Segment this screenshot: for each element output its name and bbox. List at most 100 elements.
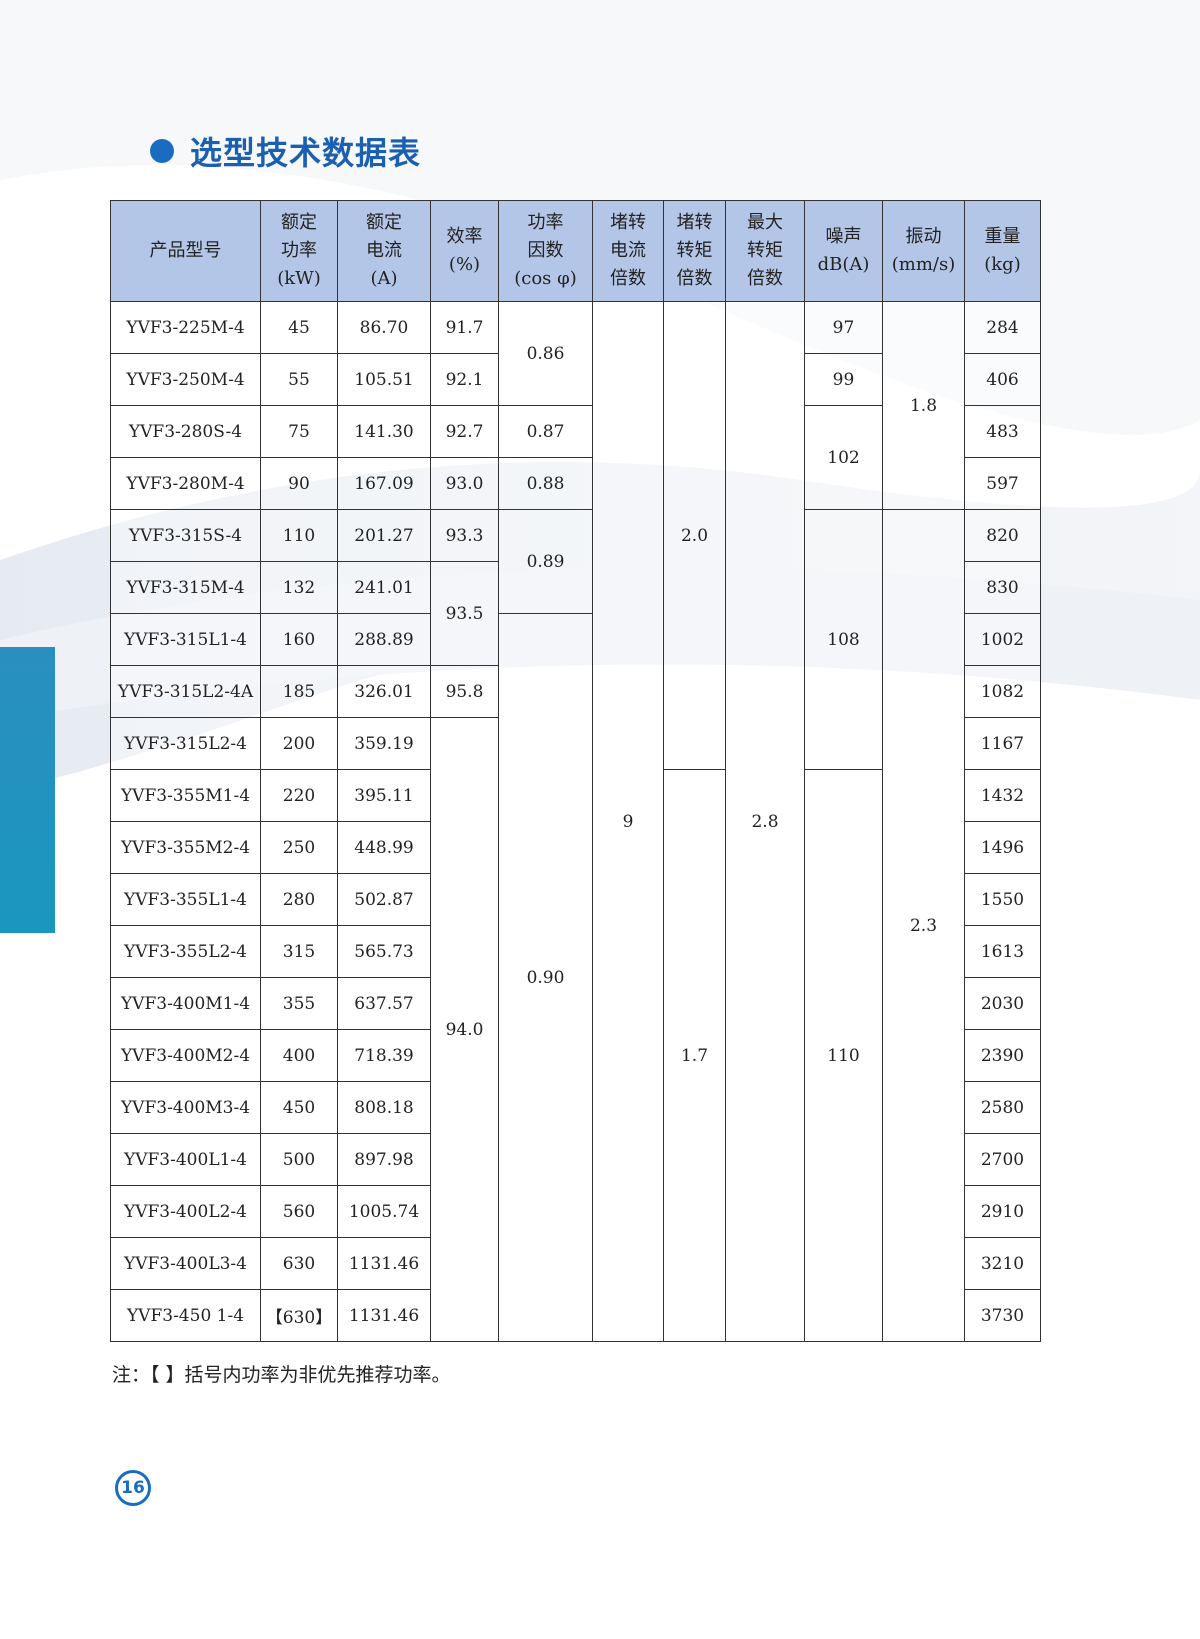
- power-cell: 90: [260, 457, 338, 510]
- current-cell: 897.98: [337, 1133, 431, 1186]
- weight-cell: 483: [964, 405, 1041, 458]
- current-cell: 808.18: [337, 1081, 431, 1134]
- table-row: YVF3-315M-4 132 241.01 93.5 830: [110, 561, 1041, 666]
- model-cell: YVF3-315L2-4A: [110, 665, 261, 718]
- power-cell: 75: [260, 405, 338, 458]
- model-cell: YVF3-400M3-4: [110, 1081, 261, 1134]
- model-cell: YVF3-315S-4: [110, 509, 261, 562]
- current-cell: 718.39: [337, 1029, 431, 1082]
- efficiency-cell: 91.7: [430, 301, 499, 354]
- vibration-cell: 1.8: [882, 301, 965, 510]
- weight-cell: 597: [964, 457, 1041, 510]
- current-cell: 448.99: [337, 821, 431, 874]
- noise-cell: 110: [804, 769, 883, 1342]
- weight-cell: 1002: [964, 613, 1041, 666]
- bullet-icon: [150, 139, 174, 163]
- current-cell: 1131.46: [337, 1289, 431, 1342]
- section-title: 选型技术数据表: [150, 128, 421, 174]
- spec-table: 产品型号 额定 功率 (kW) 额定 电流 (A) 效率 (%) 功率 因数 (cos …: [110, 200, 1041, 1342]
- power-cell: 185: [260, 665, 338, 718]
- weight-cell: 820: [964, 509, 1041, 562]
- header-cell: 堵转 转矩 倍数: [663, 200, 726, 302]
- model-cell: YVF3-355M2-4: [110, 821, 261, 874]
- header-cell: 最大 转矩 倍数: [725, 200, 805, 302]
- weight-cell: 1082: [964, 665, 1041, 718]
- weight-cell: 1550: [964, 873, 1041, 926]
- weight-cell: 406: [964, 353, 1041, 406]
- weight-cell: 3210: [964, 1237, 1041, 1290]
- power-cell: 55: [260, 353, 338, 406]
- efficiency-cell: 93.5: [430, 561, 499, 666]
- power-cell: 400: [260, 1029, 338, 1082]
- power-cell: 110: [260, 509, 338, 562]
- table-row: YVF3-280S-4 75 141.30 92.7 0.87 102 483: [110, 405, 1041, 510]
- model-cell: YVF3-355M1-4: [110, 769, 261, 822]
- power-cell: 132: [260, 561, 338, 614]
- max-torque-cell: 2.8: [725, 301, 805, 1342]
- power-factor-cell: 0.88: [498, 457, 593, 510]
- weight-cell: 1613: [964, 925, 1041, 978]
- current-cell: 565.73: [337, 925, 431, 978]
- table-header: 产品型号 额定 功率 (kW) 额定 电流 (A) 效率 (%) 功率 因数 (cos …: [110, 200, 1041, 302]
- noise-cell: 102: [804, 405, 883, 510]
- table-row: YVF3-355M1-4 220 395.11 1.7 110 1432: [110, 769, 1041, 1342]
- power-factor-cell: 0.86: [498, 301, 593, 406]
- power-cell: 220: [260, 769, 338, 822]
- weight-cell: 2390: [964, 1029, 1041, 1082]
- model-cell: YVF3-400M2-4: [110, 1029, 261, 1082]
- current-cell: 167.09: [337, 457, 431, 510]
- current-cell: 86.70: [337, 301, 431, 354]
- header-cell: 重量 (kg): [964, 200, 1041, 302]
- power-cell: 450: [260, 1081, 338, 1134]
- model-cell: YVF3-400L1-4: [110, 1133, 261, 1186]
- efficiency-cell: 92.7: [430, 405, 499, 458]
- power-factor-cell: 0.89: [498, 509, 593, 614]
- power-factor-cell: 0.90: [498, 613, 593, 1342]
- header-cell: 额定 功率 (kW): [260, 200, 338, 302]
- model-cell: YVF3-400L3-4: [110, 1237, 261, 1290]
- weight-cell: 2910: [964, 1185, 1041, 1238]
- table-row: YVF3-250M-4 55 105.51 92.1 99 406: [110, 353, 1041, 406]
- power-cell: 315: [260, 925, 338, 978]
- table-row: YVF3-400L2-4 560 1005.74 2910: [110, 1185, 1041, 1238]
- table-row: YVF3-315S-4 110 201.27 93.3 0.89 108 2.3 820: [110, 509, 1041, 1342]
- power-cell: 【630】: [260, 1289, 338, 1342]
- power-cell: 250: [260, 821, 338, 874]
- vibration-cell: 2.3: [882, 509, 965, 1342]
- table-row: YVF3-400M2-4 400 718.39 2390: [110, 1029, 1041, 1082]
- power-cell: 45: [260, 301, 338, 354]
- efficiency-cell: 93.3: [430, 509, 499, 562]
- current-cell: 288.89: [337, 613, 431, 666]
- noise-cell: 99: [804, 353, 883, 406]
- model-cell: YVF3-280M-4: [110, 457, 261, 510]
- table-row: YVF3-225M-4 45 86.70 91.7 0.86 9 2.0 2.8 97 1.8 28…: [110, 301, 1041, 1342]
- power-cell: 500: [260, 1133, 338, 1186]
- current-cell: 326.01: [337, 665, 431, 718]
- table-row: YVF3-280M-4 90 167.09 93.0 0.88 597: [110, 457, 1041, 510]
- power-cell: 630: [260, 1237, 338, 1290]
- efficiency-cell: 95.8: [430, 665, 499, 718]
- current-cell: 395.11: [337, 769, 431, 822]
- current-cell: 105.51: [337, 353, 431, 406]
- header-cell: 噪声 dB(A): [804, 200, 883, 302]
- weight-cell: 2700: [964, 1133, 1041, 1186]
- table-row: YVF3-355L2-4 315 565.73 1613: [110, 925, 1041, 978]
- table-row: YVF3-400L3-4 630 1131.46 3210: [110, 1237, 1041, 1290]
- page-number: 16: [115, 1470, 151, 1506]
- weight-cell: 1167: [964, 717, 1041, 770]
- table-row: YVF3-400L1-4 500 897.98 2700: [110, 1133, 1041, 1186]
- table-row: YVF3-355L1-4 280 502.87 1550: [110, 873, 1041, 926]
- header-cell: 堵转 电流 倍数: [592, 200, 664, 302]
- power-cell: 160: [260, 613, 338, 666]
- weight-cell: 1432: [964, 769, 1041, 822]
- power-cell: 355: [260, 977, 338, 1030]
- table-row: YVF3-400M1-4 355 637.57 2030: [110, 977, 1041, 1030]
- header-cell: 振动 (mm/s): [882, 200, 965, 302]
- model-cell: YVF3-315L2-4: [110, 717, 261, 770]
- power-cell: 560: [260, 1185, 338, 1238]
- table-row: YVF3-315L2-4 200 359.19 94.0 1167: [110, 717, 1041, 1342]
- model-cell: YVF3-400L2-4: [110, 1185, 261, 1238]
- model-cell: YVF3-355L2-4: [110, 925, 261, 978]
- noise-cell: 108: [804, 509, 883, 770]
- table-row: YVF3-315L2-4A 185 326.01 95.8 1082: [110, 665, 1041, 718]
